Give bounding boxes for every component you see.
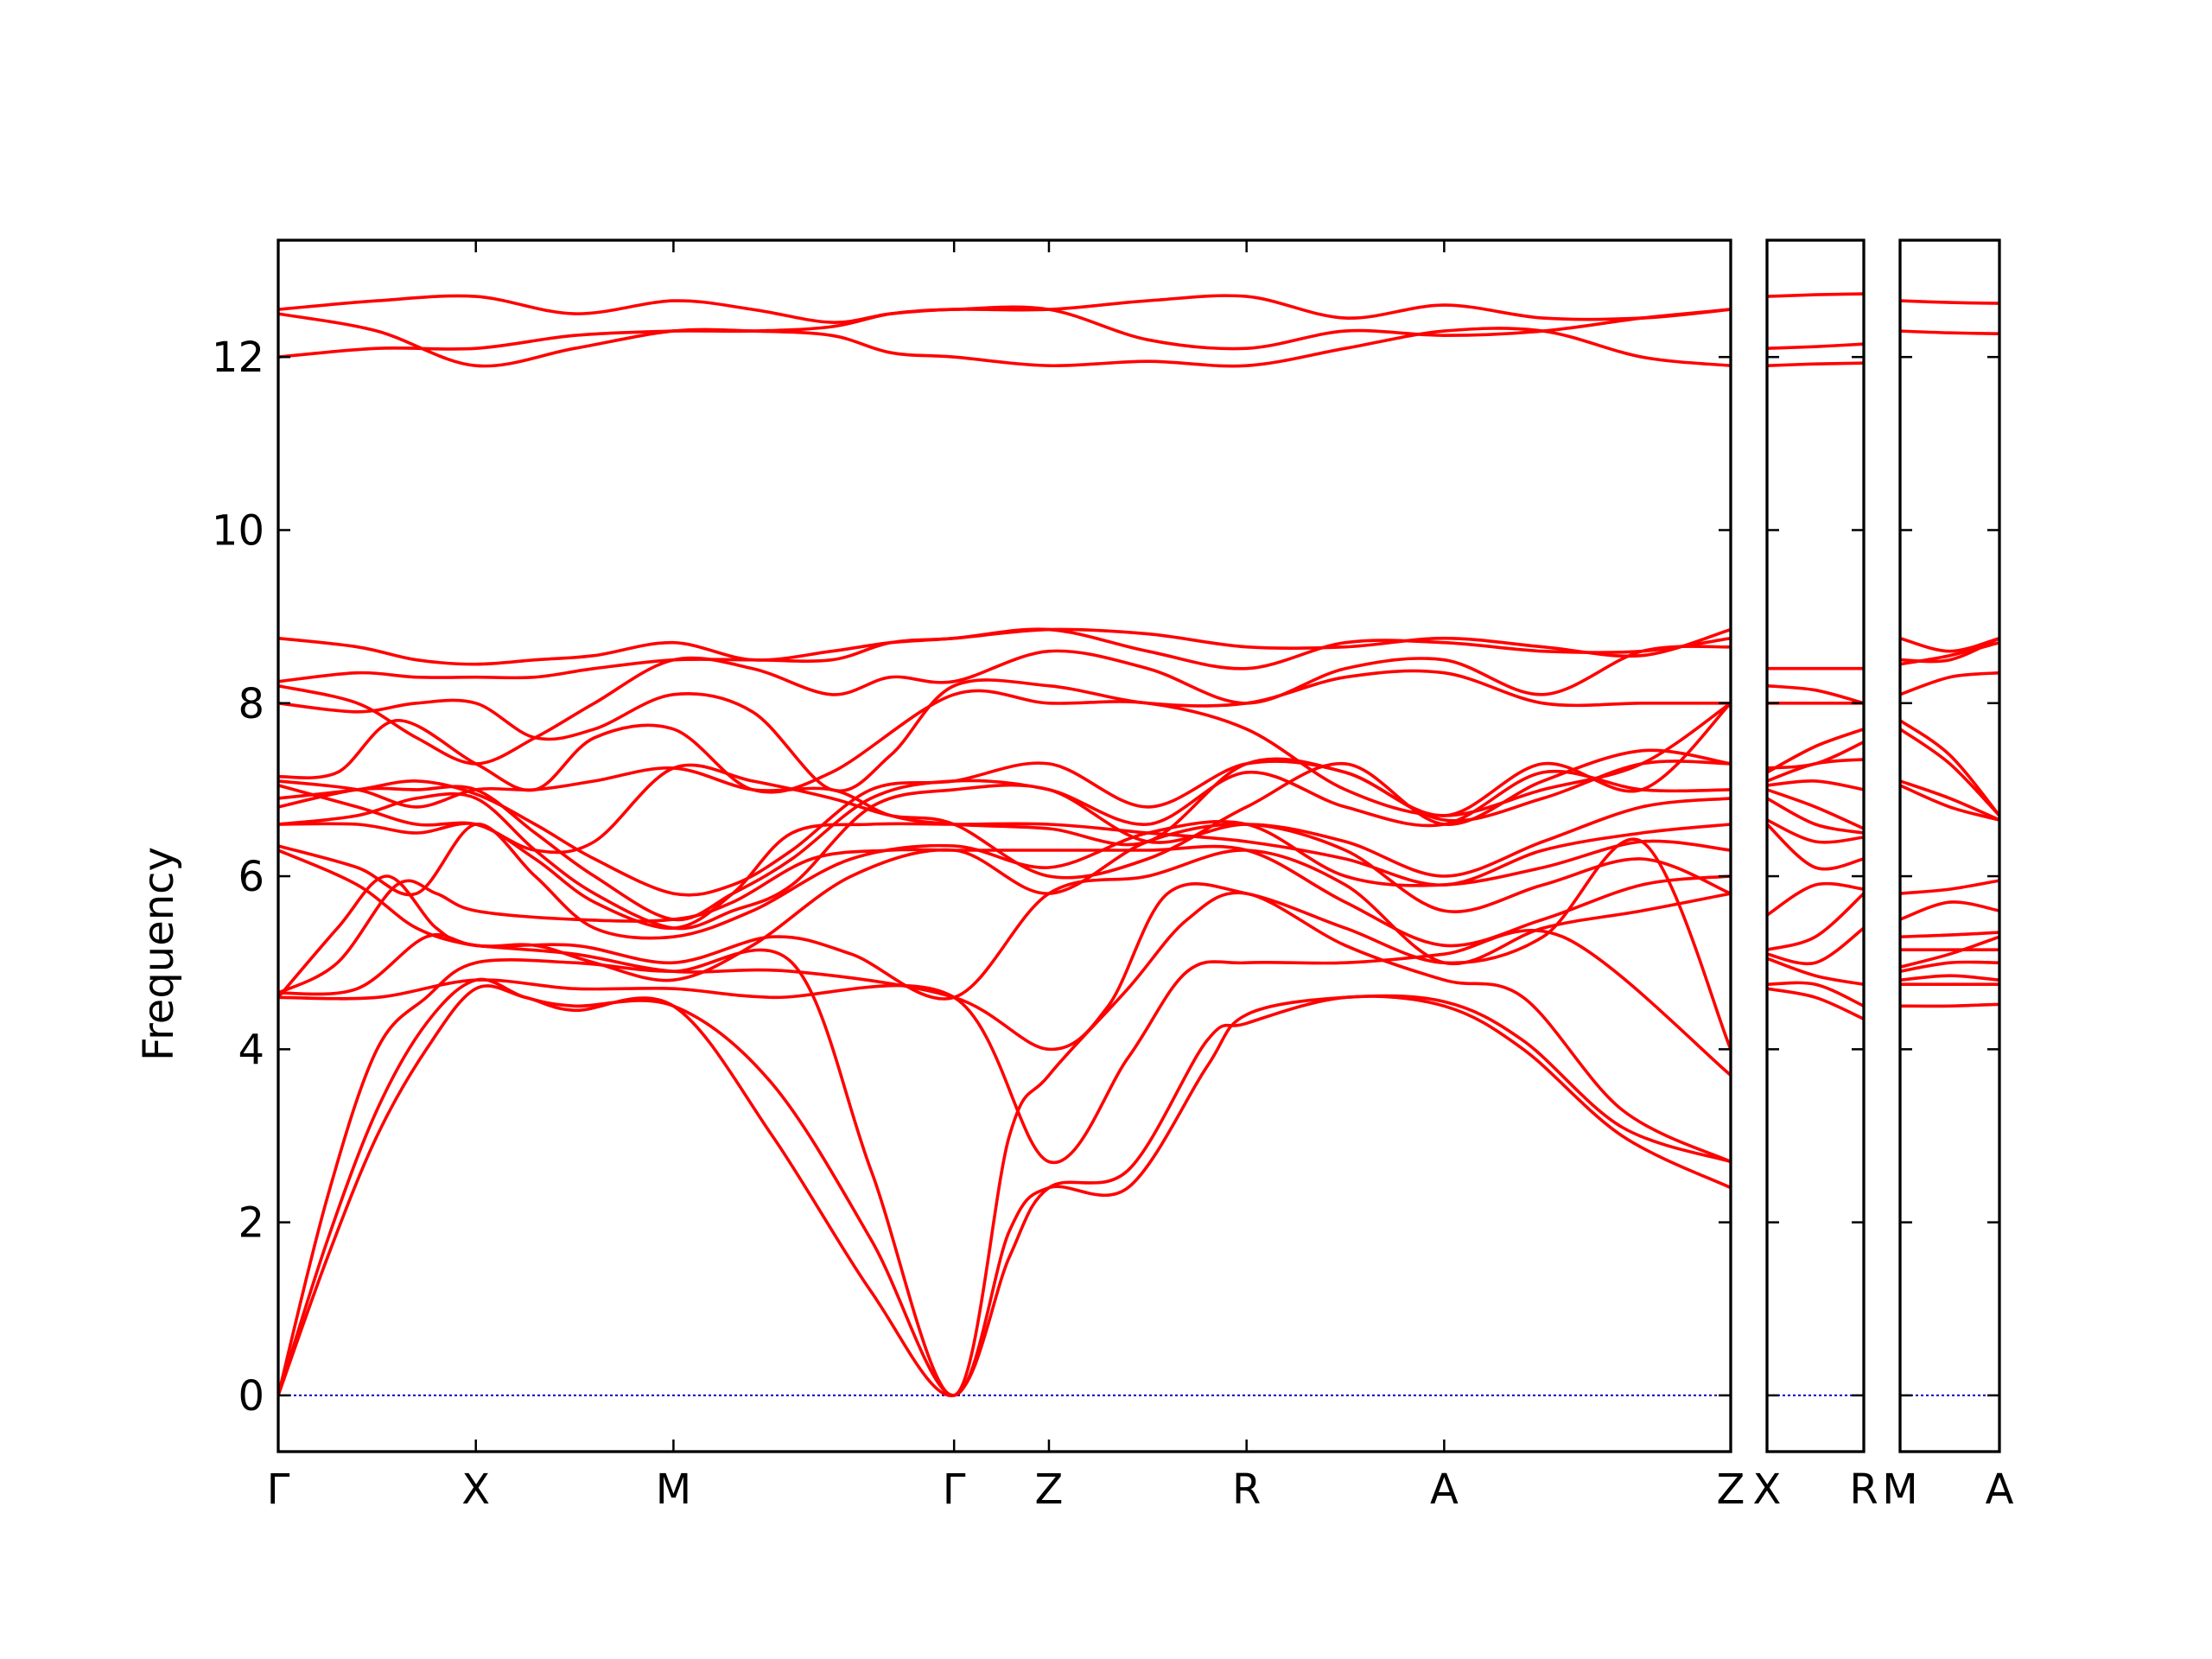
band-line-main-22	[278, 312, 1731, 368]
x-tick-label: R	[1232, 1465, 1261, 1514]
band-line-ma-5	[1900, 935, 1999, 969]
band-line-main-1	[278, 984, 1731, 1397]
band-line-xr-16	[1767, 683, 1864, 705]
band-line-xr-14	[1767, 741, 1864, 770]
band-line-main-11	[278, 783, 1731, 931]
band-line-main-6	[278, 849, 1731, 1001]
band-line-ma-19	[1900, 299, 1999, 305]
bands-main	[278, 294, 1731, 1397]
x-tick-label: Z	[1035, 1465, 1064, 1514]
band-line-xr-10	[1767, 788, 1864, 830]
band-line-main-9	[278, 820, 1731, 940]
band-line-main-3	[278, 891, 1731, 1397]
band-line-main-23	[278, 294, 1731, 324]
y-tick-label: 4	[238, 1026, 264, 1074]
x-tick-label: A	[1430, 1465, 1459, 1514]
band-line-main-18	[278, 645, 1731, 766]
band-line-main-19	[278, 627, 1731, 683]
band-line-ma-9	[1900, 879, 1999, 895]
band-line-ma-1	[1900, 1002, 1999, 1008]
band-line-ma-16	[1900, 636, 1999, 664]
band-line-ma-8	[1900, 900, 1999, 921]
band-line-main-13	[278, 760, 1731, 897]
x-tick-label: M	[1882, 1465, 1917, 1514]
band-line-ma-3	[1900, 974, 1999, 982]
axis-frame-main	[276, 238, 1732, 1453]
y-tick-label: 2	[238, 1199, 264, 1248]
band-line-xr-20	[1767, 292, 1864, 298]
x-tick-label: X	[461, 1465, 490, 1514]
y-tick-label: 10	[212, 506, 264, 555]
bands-ma	[1900, 299, 1999, 1008]
axis-frame-ma	[1898, 238, 2001, 1453]
band-line-ma-17	[1900, 636, 1999, 653]
band-line-main-20	[278, 627, 1731, 666]
band-line-xr-6	[1767, 881, 1864, 917]
x-tick-label: R	[1849, 1465, 1878, 1514]
band-line-xr-3	[1767, 957, 1864, 986]
band-line-main-14	[278, 748, 1731, 880]
band-line-main-12	[278, 770, 1731, 922]
band-line-xr-19	[1767, 342, 1864, 350]
y-tick-label: 0	[238, 1372, 264, 1421]
band-line-ma-7	[1900, 931, 1999, 938]
band-line-xr-9	[1767, 797, 1864, 835]
band-line-xr-4	[1767, 926, 1864, 966]
band-line-xr-18	[1767, 361, 1864, 367]
band-line-main-8	[278, 822, 1731, 982]
band-line-ma-18	[1900, 329, 1999, 335]
panel-main: Γ X M Γ Z R A Z 0 2 4 6 8 10 12	[212, 238, 1745, 1514]
y-tick-label: 12	[212, 334, 264, 382]
band-line-main-7	[278, 844, 1731, 995]
y-tick-label: 8	[238, 680, 264, 728]
band-line-xr-5	[1767, 892, 1864, 951]
x-tick-label: Γ	[267, 1465, 290, 1514]
band-line-main-17	[278, 669, 1731, 793]
x-tick-label: A	[1986, 1465, 2014, 1514]
x-tick-label: Z	[1717, 1465, 1745, 1514]
band-line-xr-11	[1767, 779, 1864, 791]
axis-frame-xr	[1765, 238, 1866, 1453]
band-line-ma-14	[1900, 671, 1999, 696]
band-line-ma-10	[1900, 784, 1999, 822]
band-line-ma-13	[1900, 719, 1999, 817]
band-line-ma-15	[1900, 640, 1999, 666]
band-line-xr-7	[1767, 823, 1864, 871]
x-tick-label: X	[1753, 1465, 1782, 1514]
x-tick-label: Γ	[943, 1465, 966, 1514]
band-line-main-15	[278, 702, 1731, 847]
band-line-ma-11	[1900, 779, 1999, 822]
band-line-xr-2	[1767, 981, 1864, 1008]
band-line-ma-12	[1900, 728, 1999, 817]
band-line-ma-4	[1900, 960, 1999, 973]
band-line-main-4	[278, 928, 1731, 1165]
band-line-xr-8	[1767, 818, 1864, 844]
y-axis-label: Frequency	[135, 847, 183, 1061]
y-tick-label: 6	[238, 853, 264, 901]
x-tick-label: M	[656, 1465, 691, 1514]
bands-xr	[1767, 292, 1864, 1021]
band-line-xr-1	[1767, 987, 1864, 1021]
